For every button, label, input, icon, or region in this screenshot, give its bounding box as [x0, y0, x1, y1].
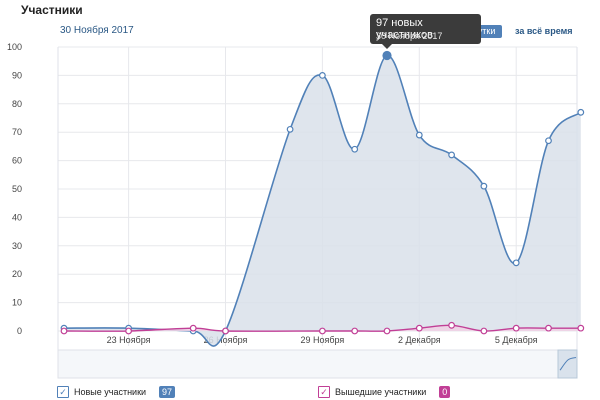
y-tick-label: 0 — [17, 326, 22, 336]
data-point-left — [319, 327, 326, 335]
x-tick-label: 29 Ноября — [300, 335, 344, 345]
x-tick-label: 26 Ноября — [204, 335, 248, 345]
tooltip-arrow — [382, 44, 392, 49]
data-point-left — [60, 327, 68, 335]
data-point-new — [382, 50, 392, 61]
data-point-new — [415, 131, 423, 139]
x-tick-label: 23 Ноября — [107, 335, 151, 345]
y-tick-label: 50 — [12, 184, 22, 194]
data-point-new — [319, 71, 326, 79]
data-point-left — [577, 324, 585, 332]
legend-new-members[interactable]: ✓ Новые участники 97 — [57, 386, 176, 398]
y-tick-label: 70 — [12, 127, 22, 137]
data-point-left — [351, 327, 359, 335]
data-point-left — [222, 327, 229, 335]
y-tick-label: 100 — [7, 42, 22, 52]
data-point-new — [480, 182, 488, 190]
selected-date: 30 Ноября 2017 — [60, 25, 134, 36]
y-tick-label: 10 — [12, 298, 22, 308]
series-area-new — [64, 55, 581, 347]
x-tick-label: 5 Декабря — [495, 335, 538, 345]
data-point-left — [545, 324, 552, 332]
data-point-left — [448, 321, 456, 329]
left-members-label: Вышедшие участники — [335, 387, 427, 397]
data-point-new — [545, 137, 552, 145]
period-all-time-link[interactable]: за всё время — [515, 26, 573, 36]
tooltip-value: 97 новых участников — [376, 17, 434, 41]
data-point-new — [448, 151, 456, 159]
data-point-new — [512, 259, 520, 267]
page-title: Участники — [21, 3, 83, 17]
data-point-left — [480, 327, 488, 335]
x-tick-label: 2 Декабря — [398, 335, 441, 345]
navigator-selection — [557, 349, 578, 379]
chart-tooltip: 97 новых участников 30 Ноября 2017 — [370, 14, 481, 49]
data-point-left — [125, 327, 133, 335]
y-tick-label: 60 — [12, 156, 22, 166]
new-members-label: Новые участники — [74, 387, 147, 397]
navigator-line — [559, 357, 577, 371]
y-tick-label: 90 — [12, 70, 22, 80]
y-tick-label: 80 — [12, 99, 22, 109]
data-point-left — [415, 324, 423, 332]
data-point-new — [577, 108, 585, 116]
new-members-count-badge: 97 — [159, 386, 176, 398]
data-point-left — [383, 327, 391, 335]
members-chart: 0 10 20 30 40 50 60 70 80 90 100 23 Ноября 26 Ноября… — [7, 42, 585, 379]
data-point-left — [189, 324, 197, 332]
data-point-left — [512, 324, 520, 332]
tooltip-date: 30 Ноября 2017 — [376, 31, 443, 41]
new-members-checkbox[interactable]: ✓ — [57, 386, 69, 398]
data-point-new — [286, 125, 294, 133]
legend-left-members[interactable]: ✓ Вышедшие участники 0 — [318, 386, 451, 398]
left-members-count-badge: 0 — [439, 386, 451, 398]
y-tick-label: 20 — [12, 269, 22, 279]
data-point-new — [351, 145, 359, 153]
y-tick-label: 30 — [12, 241, 22, 251]
timeline-navigator — [57, 349, 578, 379]
left-members-checkbox[interactable]: ✓ — [318, 386, 330, 398]
y-tick-label: 40 — [12, 212, 22, 222]
